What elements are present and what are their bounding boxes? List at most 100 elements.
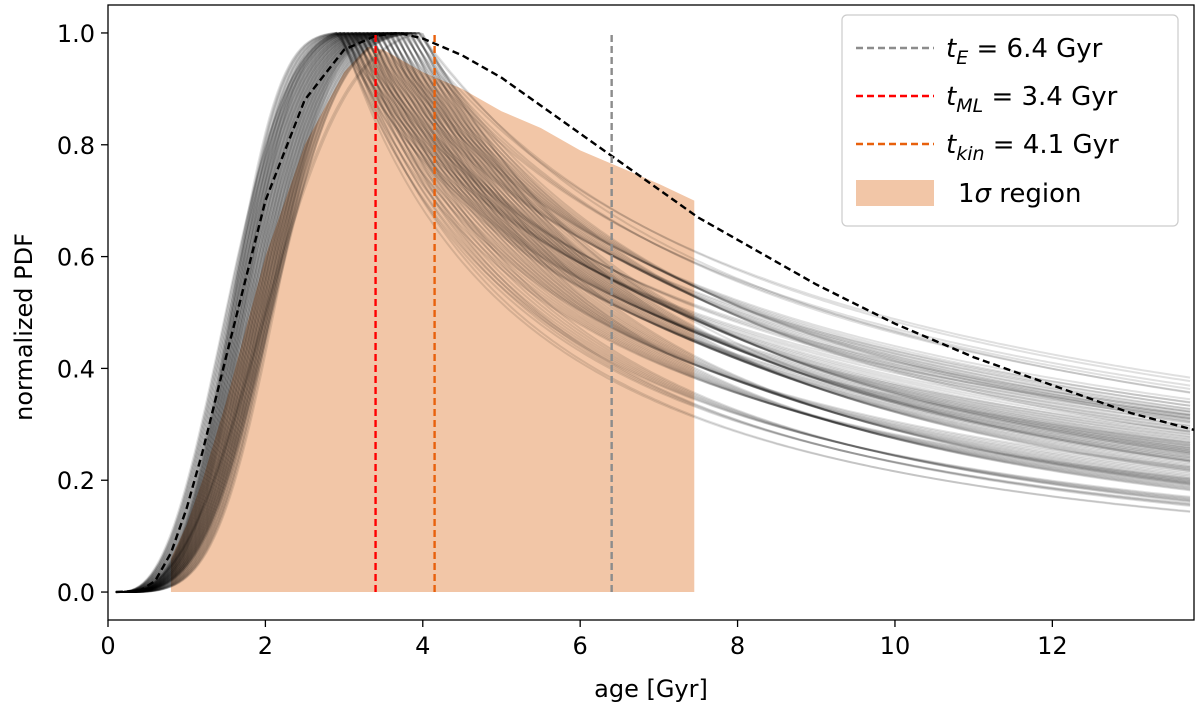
posterior-sample-curve [115,31,1191,593]
posterior-sample-curve [115,31,1191,593]
posterior-sample-curve [115,31,1191,593]
posterior-sample-curve [115,31,1191,593]
posterior-sample-curve [115,32,1191,593]
posterior-sample-curve [115,31,1191,593]
posterior-sample-curve [115,31,1191,593]
posterior-sample-curve [115,32,1191,593]
x-axis-label: age [Gyr] [594,675,708,703]
posterior-sample-curve [115,31,1191,593]
posterior-sample-curve [115,31,1191,593]
posterior-sample-curve [115,31,1191,593]
posterior-sample-curve [115,31,1191,593]
posterior-sample-curve [115,31,1191,593]
x-tick-label: 4 [415,632,430,660]
y-tick-label: 1.0 [57,20,95,48]
posterior-sample-curve [115,31,1191,593]
posterior-sample-curve [115,31,1191,593]
legend-entry-t-kin: tkin = 4.1 Gyr [856,130,1119,165]
posterior-sample-curve [115,31,1191,593]
posterior-sample-curve [115,31,1191,593]
posterior-sample-curve [115,32,1191,593]
posterior-sample-curve [115,31,1191,593]
posterior-sample-curve [115,31,1191,593]
posterior-sample-curve [115,31,1191,593]
posterior-sample-curve [115,31,1191,593]
posterior-sample-curve [115,31,1191,593]
posterior-sample-curve [115,31,1191,593]
posterior-sample-curve [115,32,1191,593]
posterior-sample-curve [115,32,1191,593]
posterior-sample-curve [115,31,1191,593]
posterior-sample-curve [115,31,1191,593]
posterior-sample-curve [115,31,1191,593]
legend-entry-t-ml: tML = 3.4 Gyr [856,82,1118,117]
legend-label-t-kin: tkin = 4.1 Gyr [946,130,1119,165]
posterior-sample-curve [115,31,1191,593]
posterior-sample-curve [115,31,1191,593]
legend-label-1-sigma: 1σ region [958,179,1082,209]
posterior-sample-curve [115,31,1191,593]
posterior-sample-curve [115,31,1191,593]
posterior-sample-curve [115,31,1191,593]
posterior-sample-curve [115,31,1191,593]
posterior-sample-curve [115,32,1191,593]
posterior-sample-curve [115,32,1191,593]
x-tick-label: 0 [100,632,115,660]
posterior-sample-curve [115,32,1191,593]
y-tick-label: 0.0 [57,579,95,607]
posterior-sample-curve [115,32,1191,593]
x-tick-label: 12 [1037,632,1068,660]
posterior-sample-curve [115,32,1191,593]
posterior-sample-curve [115,31,1191,593]
posterior-sample-curve [115,31,1191,593]
posterior-sample-curve [115,31,1191,593]
posterior-sample-curve [115,31,1191,593]
posterior-sample-curve [115,31,1191,593]
posterior-sample-curve [115,32,1191,593]
posterior-sample-curve [115,31,1191,593]
posterior-sample-curve [115,31,1191,593]
posterior-sample-curve [115,31,1191,593]
posterior-sample-curve [115,31,1191,593]
posterior-sample-curve [115,31,1191,593]
posterior-sample-curve [115,31,1191,593]
posterior-sample-curve [115,31,1191,593]
posterior-sample-curve [115,32,1191,593]
y-tick-label: 0.2 [57,467,95,495]
posterior-sample-curve [115,31,1191,593]
posterior-sample-curve [115,31,1191,593]
posterior-sample-curve [115,31,1191,593]
legend: tE = 6.4 Gyr tML = 3.4 Gyr tkin = 4.1 Gy… [841,14,1179,227]
posterior-sample-curve [115,31,1191,593]
posterior-sample-curve [115,31,1191,593]
posterior-sample-curve [115,31,1191,593]
posterior-sample-curve [115,31,1191,593]
posterior-sample-curve [115,31,1191,593]
posterior-sample-curve [115,31,1191,593]
posterior-sample-curve [115,31,1191,593]
posterior-sample-curve [115,31,1191,593]
posterior-sample-curve [115,31,1191,593]
posterior-sample-curve [115,31,1191,593]
posterior-sample-curve [115,31,1191,593]
posterior-sample-curve [115,31,1191,593]
y-tick-label: 0.6 [57,244,95,272]
posterior-sample-curve [115,31,1191,593]
posterior-sample-curve [115,31,1191,593]
posterior-sample-curve [115,31,1191,593]
posterior-sample-curve [115,31,1191,593]
axes-frame [107,4,1195,621]
posterior-sample-curve [115,31,1191,593]
posterior-sample-curve [115,31,1191,593]
posterior-sample-curve [115,31,1191,593]
posterior-sample-curve [115,31,1191,593]
posterior-sample-curve [115,31,1191,593]
posterior-sample-curve [115,31,1191,593]
posterior-sample-curve [115,32,1191,593]
y-axis-label: normalized PDF [10,233,38,421]
legend-entry-t-e: tE = 6.4 Gyr [856,34,1103,69]
posterior-sample-curve [115,32,1191,593]
posterior-sample-curve [115,31,1191,593]
posterior-sample-curve [115,31,1191,593]
